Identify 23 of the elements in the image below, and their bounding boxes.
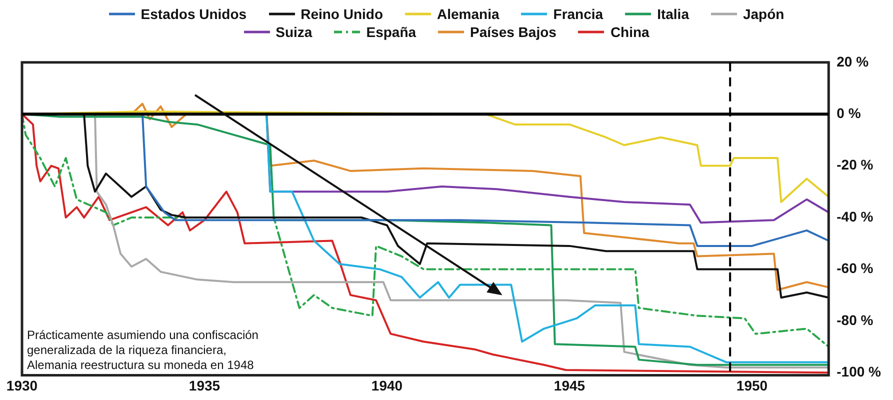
x-tick-label: 1935 bbox=[188, 377, 220, 394]
legend-label: Japón bbox=[742, 6, 784, 22]
legend-label: Estados Unidos bbox=[140, 6, 247, 22]
legend-label: China bbox=[610, 24, 650, 40]
y-tick-label: -80 % bbox=[836, 312, 874, 328]
y-tick-label: -60 % bbox=[836, 260, 874, 276]
legend-label: Países Bajos bbox=[470, 24, 556, 40]
y-tick-label: -100 % bbox=[836, 363, 882, 380]
legend-label: España bbox=[366, 24, 416, 40]
x-tick-label: 1930 bbox=[6, 377, 38, 394]
y-tick-label: 20 % bbox=[836, 53, 870, 70]
x-tick-label: 1945 bbox=[554, 377, 586, 394]
x-tick-label: 1950 bbox=[736, 377, 768, 394]
y-tick-label: 0 % bbox=[836, 104, 862, 121]
y-tick-label: -40 % bbox=[836, 208, 874, 224]
legend-label: Francia bbox=[553, 6, 604, 22]
y-tick-label: -20 % bbox=[836, 156, 874, 173]
annotation: Prácticamente asumiendo una confiscación generalizada de la riqueza financiera, Alemania reestructura su moneda en 1948 bbox=[27, 328, 258, 372]
legend-label: Italia bbox=[657, 6, 689, 22]
legend-label: Reino Unido bbox=[300, 6, 384, 22]
x-tick-label: 1940 bbox=[371, 377, 403, 394]
legend-label: Suiza bbox=[276, 24, 312, 40]
legend-label: Alemania bbox=[437, 6, 500, 22]
